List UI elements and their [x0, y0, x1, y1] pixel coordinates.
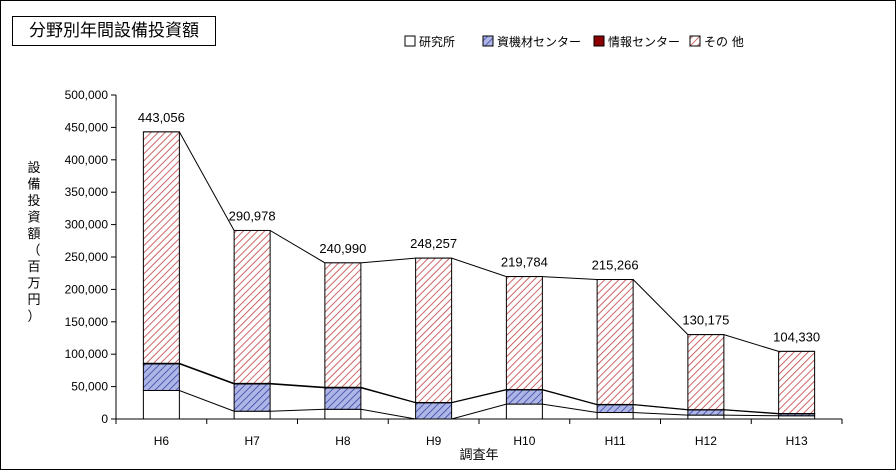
- y-tick-label: 350,000: [65, 185, 109, 199]
- total-data-label: 130,175: [682, 313, 729, 328]
- bar-H11-4: [596, 279, 634, 405]
- y-tick-label: 250,000: [65, 250, 109, 264]
- y-tick-label: 400,000: [65, 153, 109, 167]
- total-data-label: 215,266: [592, 258, 639, 273]
- bar-H8-1: [324, 408, 362, 420]
- x-tick-label: H7: [244, 434, 260, 448]
- bar-H10-2: [505, 389, 543, 405]
- x-tick-label: H6: [154, 434, 170, 448]
- total-data-label: 219,784: [501, 255, 548, 270]
- x-tick-label: H12: [695, 434, 717, 448]
- bar-H12-2: [687, 409, 725, 416]
- legend-label-3: 情報センター: [608, 35, 680, 49]
- bar-H7-4: [233, 229, 271, 384]
- x-tick-label: H9: [426, 434, 442, 448]
- y-tick-label: 150,000: [65, 315, 109, 329]
- bar-H8-4: [324, 262, 362, 388]
- bar-H6-4: [142, 131, 180, 364]
- x-tick-label: H11: [605, 434, 626, 448]
- legend-swatch-3: [593, 35, 605, 47]
- y-tick-label: 450,000: [65, 120, 109, 134]
- x-axis-title: 調査年: [459, 448, 498, 463]
- total-data-label: 104,330: [773, 329, 820, 344]
- total-data-label: 443,056: [138, 110, 185, 125]
- bar-H8-2: [324, 387, 362, 410]
- bar-H9-4: [415, 257, 453, 403]
- legend-swatch-4: [689, 35, 701, 47]
- bar-H11-1: [596, 412, 634, 420]
- legend-label-4: その 他: [704, 35, 744, 49]
- x-tick-label: H10: [513, 434, 535, 448]
- chart-title: 分野別年間設備投資額: [12, 16, 216, 46]
- y-axis-title: 設備投資額（百万円）: [27, 160, 40, 325]
- bar-H13-4: [778, 350, 816, 414]
- x-tick-label: H8: [335, 434, 351, 448]
- bar-H10-1: [505, 403, 543, 420]
- total-data-label: 240,990: [319, 241, 366, 256]
- legend-label-1: 研究所: [419, 34, 455, 49]
- y-tick-label: 500,000: [65, 88, 109, 102]
- bar-H7-1: [233, 410, 271, 420]
- y-tick-label: 200,000: [65, 282, 109, 296]
- bar-H11-2: [596, 404, 634, 414]
- total-data-label: 248,257: [410, 236, 457, 251]
- bar-H7-2: [233, 383, 271, 412]
- bar-H12-4: [687, 334, 725, 411]
- y-tick-label: 50,000: [71, 380, 108, 394]
- bar-H6-2: [142, 363, 180, 391]
- x-tick-label: H13: [786, 434, 808, 448]
- y-tick-label: 100,000: [65, 347, 109, 361]
- legend-swatch-1: [404, 35, 416, 47]
- legend-label-2: 資機材センター: [497, 34, 581, 49]
- bar-H12-1: [687, 414, 725, 420]
- y-tick-label: 0: [101, 412, 108, 426]
- legend-swatch-2: [482, 35, 494, 47]
- y-tick-label: 300,000: [65, 218, 109, 232]
- total-data-label: 290,978: [229, 208, 276, 223]
- bar-H10-4: [505, 276, 543, 391]
- bar-H6-1: [142, 389, 180, 420]
- bar-H9-2: [415, 402, 453, 420]
